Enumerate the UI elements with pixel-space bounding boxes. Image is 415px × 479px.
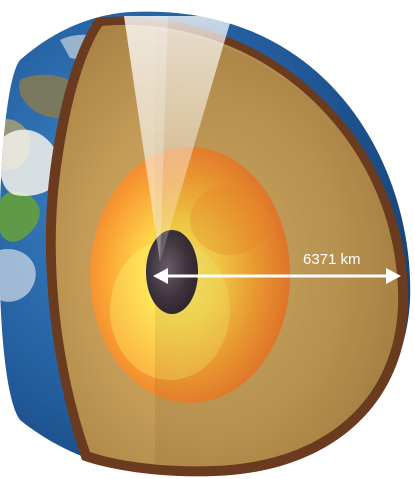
- cloud-band: [0, 129, 62, 196]
- radius-label: 6371 km: [303, 251, 361, 268]
- section-shade: [155, 30, 399, 467]
- cloud-band: [0, 249, 36, 302]
- land-mass: [0, 190, 40, 242]
- light-beam-edge: [124, 16, 168, 262]
- radius-arrow: [153, 268, 401, 284]
- light-beam: [124, 16, 232, 262]
